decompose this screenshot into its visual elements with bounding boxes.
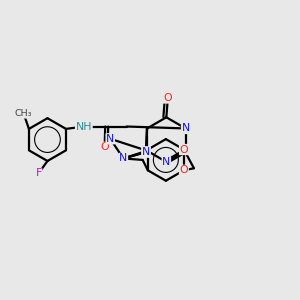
Text: N: N (142, 147, 150, 157)
Text: CH₃: CH₃ (15, 109, 32, 118)
Text: F: F (35, 169, 42, 178)
Text: O: O (180, 165, 188, 175)
Text: O: O (164, 93, 172, 103)
Text: N: N (119, 153, 128, 164)
Text: N: N (162, 157, 170, 167)
Text: O: O (100, 142, 109, 152)
Text: N: N (142, 147, 150, 157)
Text: N: N (182, 124, 190, 134)
Text: N: N (106, 134, 114, 144)
Text: NH: NH (76, 122, 92, 131)
Text: O: O (180, 145, 188, 154)
